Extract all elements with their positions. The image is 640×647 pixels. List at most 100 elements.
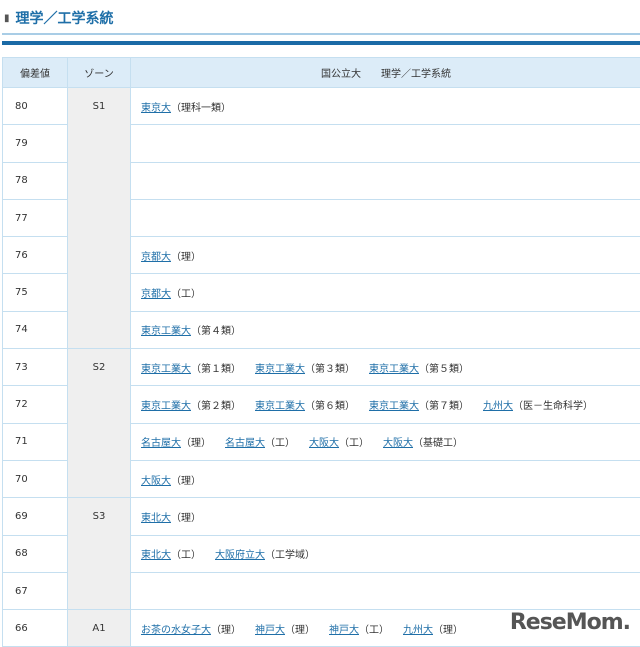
universities-cell: 東北大（理）: [131, 498, 640, 535]
university-link[interactable]: 東京工業大: [141, 364, 191, 375]
faculty-note: （第２類）: [191, 401, 241, 412]
score-cell: 80: [3, 88, 68, 125]
faculty-note: （理）: [171, 252, 201, 263]
faculty-note: （理）: [433, 625, 463, 636]
university-entry: 東京大（理科一類）: [141, 103, 231, 114]
header-universities: 国公立大 理学／工学系統: [131, 58, 640, 88]
divider-thin: [2, 33, 640, 35]
university-entry: 名古屋大（理）: [141, 438, 211, 449]
university-entry: 大阪大（工）: [309, 438, 369, 449]
faculty-note: （工）: [171, 550, 201, 561]
score-cell: 73: [3, 349, 68, 386]
university-link[interactable]: 大阪大: [309, 438, 339, 449]
section-title: ▮ 理学／工学系統: [4, 8, 114, 28]
score-cell: 79: [3, 125, 68, 162]
universities-cell: [131, 162, 640, 199]
universities-cell: 大阪大（理）: [131, 460, 640, 497]
score-cell: 77: [3, 199, 68, 236]
university-link[interactable]: 大阪府立大: [215, 550, 265, 561]
universities-cell: 名古屋大（理）名古屋大（工）大阪大（工）大阪大（基礎工）: [131, 423, 640, 460]
university-entry: 名古屋大（工）: [225, 438, 295, 449]
university-link[interactable]: 京都大: [141, 289, 171, 300]
universities-cell: 東北大（工） 大阪府立大（工学域）: [131, 535, 640, 572]
score-cell: 78: [3, 162, 68, 199]
header-zone: ゾーン: [68, 58, 131, 88]
faculty-note: （第４類）: [191, 326, 241, 337]
university-link[interactable]: 京都大: [141, 252, 171, 263]
universities-cell: 東京大（理科一類）: [131, 88, 640, 125]
resemom-logo: ReseMom.: [510, 610, 630, 635]
university-entry: 東京工業大（第２類）: [141, 401, 241, 412]
university-link[interactable]: 名古屋大: [141, 438, 181, 449]
faculty-note: （工）: [265, 438, 295, 449]
score-cell: 75: [3, 274, 68, 311]
universities-cell: 東京工業大（第１類）東京工業大（第３類）東京工業大（第５類）: [131, 349, 640, 386]
university-entry: 九州大（理）: [403, 625, 463, 636]
faculty-note: （理）: [171, 513, 201, 524]
title-text: 理学／工学系統: [16, 8, 114, 28]
universities-cell: 東京工業大（第２類）東京工業大（第６類）東京工業大（第７類）九州大（医－生命科学…: [131, 386, 640, 423]
university-link[interactable]: 神戸大: [329, 625, 359, 636]
university-link[interactable]: 東京工業大: [369, 401, 419, 412]
university-link[interactable]: 東京工業大: [255, 364, 305, 375]
university-link[interactable]: 東京工業大: [141, 326, 191, 337]
faculty-note: （理）: [285, 625, 315, 636]
university-entry: お茶の水女子大（理）: [141, 625, 241, 636]
university-link[interactable]: お茶の水女子大: [141, 625, 211, 636]
faculty-note: （第３類）: [305, 364, 355, 375]
faculty-note: （工）: [171, 289, 201, 300]
universities-cell: 東京工業大（第４類）: [131, 311, 640, 348]
score-cell: 66: [3, 610, 68, 647]
university-entry: 京都大（工）: [141, 289, 201, 300]
university-entry: 九州大（医－生命科学）: [483, 401, 593, 412]
faculty-note: （第６類）: [305, 401, 355, 412]
score-cell: 76: [3, 237, 68, 274]
faculty-note: （医－生命科学）: [513, 401, 593, 412]
university-link[interactable]: 東北大: [141, 513, 171, 524]
score-cell: 72: [3, 386, 68, 423]
university-link[interactable]: 東京工業大: [255, 401, 305, 412]
university-link[interactable]: 東京大: [141, 103, 171, 114]
university-entry: 東京工業大（第５類）: [369, 364, 469, 375]
universities-cell: [131, 125, 640, 162]
score-cell: 74: [3, 311, 68, 348]
faculty-note: （工）: [359, 625, 389, 636]
university-link[interactable]: 九州大: [483, 401, 513, 412]
university-entry: 神戸大（工）: [329, 625, 389, 636]
university-entry: 東北大（理）: [141, 513, 201, 524]
university-link[interactable]: 大阪大: [141, 476, 171, 487]
faculty-note: （工）: [339, 438, 369, 449]
score-cell: 67: [3, 572, 68, 609]
university-link[interactable]: 東北大: [141, 550, 171, 561]
university-link[interactable]: 東京工業大: [369, 364, 419, 375]
university-entry: 東京工業大（第３類）: [255, 364, 355, 375]
university-entry: 大阪府立大（工学域）: [215, 550, 315, 561]
university-entry: 神戸大（理）: [255, 625, 315, 636]
faculty-note: （理）: [171, 476, 201, 487]
score-cell: 71: [3, 423, 68, 460]
score-cell: 68: [3, 535, 68, 572]
university-entry: 東北大（工）: [141, 550, 201, 561]
university-entry: 東京工業大（第１類）: [141, 364, 241, 375]
zone-cell: S1: [68, 88, 131, 349]
university-link[interactable]: 東京工業大: [141, 401, 191, 412]
university-entry: 大阪大（理）: [141, 476, 201, 487]
divider-thick: [2, 41, 640, 45]
university-link[interactable]: 大阪大: [383, 438, 413, 449]
title-marker-icon: ▮: [4, 13, 10, 24]
university-entry: 東京工業大（第４類）: [141, 326, 241, 337]
universities-cell: [131, 572, 640, 609]
university-link[interactable]: 神戸大: [255, 625, 285, 636]
header-score: 偏差値: [3, 58, 68, 88]
faculty-note: （理）: [181, 438, 211, 449]
university-link[interactable]: 九州大: [403, 625, 433, 636]
faculty-note: （第７類）: [419, 401, 469, 412]
university-link[interactable]: 名古屋大: [225, 438, 265, 449]
university-entry: 東京工業大（第６類）: [255, 401, 355, 412]
faculty-note: （理科一類）: [171, 103, 231, 114]
universities-cell: 京都大（理）: [131, 237, 640, 274]
score-cell: 69: [3, 498, 68, 535]
